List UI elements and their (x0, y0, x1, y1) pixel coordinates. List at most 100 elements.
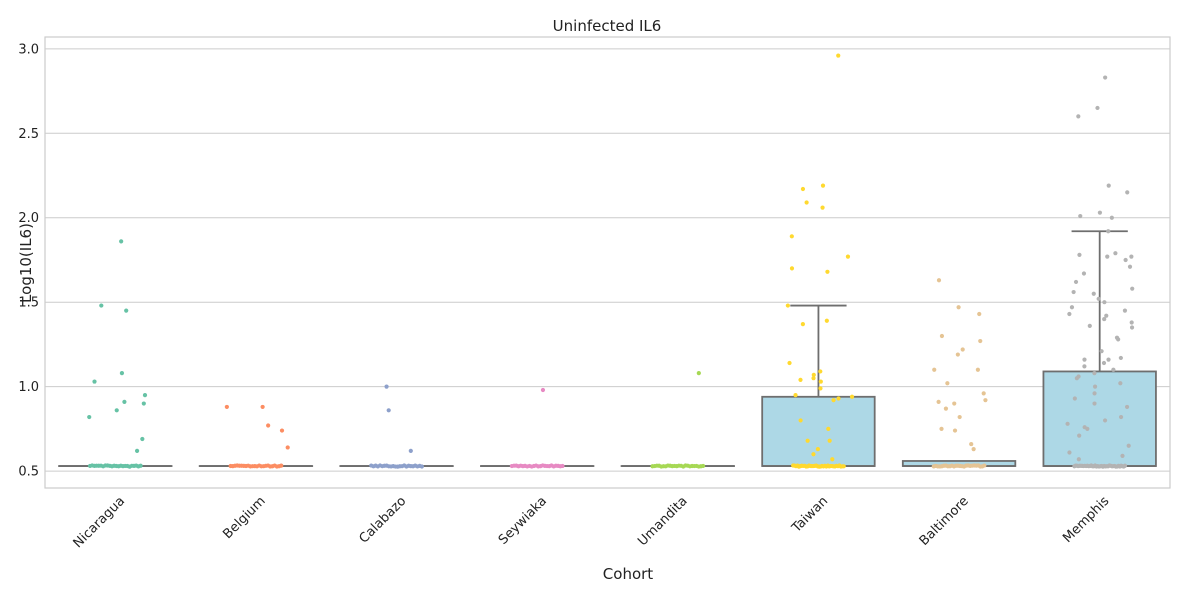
data-point (952, 428, 958, 433)
data-point (1127, 264, 1133, 269)
data-point (798, 377, 803, 382)
x-tick-label: Umandita (635, 494, 690, 549)
data-point (1077, 433, 1082, 438)
data-point (804, 200, 809, 205)
boxplot-taiwan (761, 304, 876, 467)
data-point (1106, 183, 1111, 188)
data-point (134, 448, 140, 453)
data-point (936, 399, 941, 404)
data-point (141, 401, 146, 406)
data-point (975, 367, 980, 372)
data-point (818, 369, 823, 374)
data-point (785, 303, 790, 308)
data-point (266, 423, 271, 428)
data-point (1105, 254, 1110, 259)
data-point (1092, 391, 1097, 396)
data-point (1073, 279, 1079, 285)
data-point (119, 239, 124, 244)
data-point (955, 352, 960, 357)
data-point (849, 394, 855, 399)
data-point (87, 414, 92, 420)
x-axis-label: Cohort (603, 565, 654, 583)
data-point (1076, 457, 1081, 462)
box (761, 395, 876, 467)
data-point (1082, 364, 1087, 369)
data-point (981, 391, 986, 396)
data-point (800, 322, 805, 327)
data-point (1074, 376, 1079, 381)
data-point (943, 406, 949, 411)
data-point (956, 305, 961, 310)
data-point (279, 428, 285, 433)
data-point (1102, 316, 1107, 322)
data-point (1082, 357, 1087, 362)
data-point (114, 408, 119, 413)
data-point (1129, 325, 1135, 330)
data-point (1123, 257, 1128, 263)
data-point (1118, 355, 1123, 361)
x-tick-label: Seywiaka (496, 494, 550, 548)
data-point (696, 371, 701, 376)
points-baltimore (931, 278, 988, 469)
y-axis-label: Log10(IL6) (17, 223, 35, 303)
data-point (119, 371, 125, 376)
data-point (827, 438, 832, 443)
data-point (701, 463, 706, 469)
data-point (1129, 320, 1134, 325)
data-point (1126, 443, 1131, 448)
data-point (820, 205, 825, 210)
data-point (982, 463, 987, 468)
data-point (1103, 75, 1108, 80)
gridlines (45, 48, 1170, 472)
data-point (811, 376, 816, 381)
data-point (932, 367, 937, 372)
data-point (1087, 323, 1092, 328)
data-point (939, 426, 944, 431)
data-point (1092, 401, 1097, 406)
data-point (260, 404, 265, 410)
data-point (830, 457, 835, 462)
data-point (793, 392, 798, 398)
x-tick-label: Memphis (1060, 494, 1112, 546)
data-point (800, 186, 806, 192)
data-point (1118, 414, 1124, 420)
points-umandita (650, 371, 706, 469)
x-tick-label: Baltimore (917, 494, 972, 549)
data-point (1113, 251, 1118, 256)
x-tick-label: Belgium (220, 494, 268, 542)
boxplot-memphis (1042, 230, 1157, 467)
data-point (224, 404, 229, 410)
data-point (540, 387, 546, 393)
data-point (124, 308, 129, 313)
points-taiwan (785, 53, 855, 469)
data-point (960, 347, 965, 352)
y-tick-label: 2.0 (18, 211, 39, 226)
data-point (983, 398, 988, 403)
data-point (1124, 404, 1130, 410)
plot-area (44, 36, 1171, 489)
data-point (1072, 396, 1077, 401)
data-point (122, 399, 127, 404)
data-point (971, 447, 976, 452)
data-point (841, 464, 846, 469)
data-point (818, 386, 823, 391)
data-point (969, 441, 974, 447)
data-point (1116, 337, 1121, 342)
data-point (957, 414, 962, 420)
data-point (1085, 426, 1090, 431)
data-point (408, 448, 413, 453)
data-point (386, 408, 391, 413)
y-tick-label: 1.5 (18, 296, 39, 311)
data-point (1106, 229, 1111, 234)
points-seywiaka (509, 387, 565, 469)
data-point (1076, 114, 1081, 119)
y-tick-labels: 0.5 1.0 1.5 2.0 2.5 3.0 (18, 42, 39, 479)
y-tick-label: 3.0 (18, 42, 39, 57)
x-tick-label: Calabazo (357, 494, 410, 547)
x-tick-label: Taiwan (789, 494, 832, 537)
data-point (939, 333, 945, 339)
data-point (1122, 308, 1128, 313)
data-point (1120, 453, 1125, 459)
data-point (811, 452, 816, 457)
